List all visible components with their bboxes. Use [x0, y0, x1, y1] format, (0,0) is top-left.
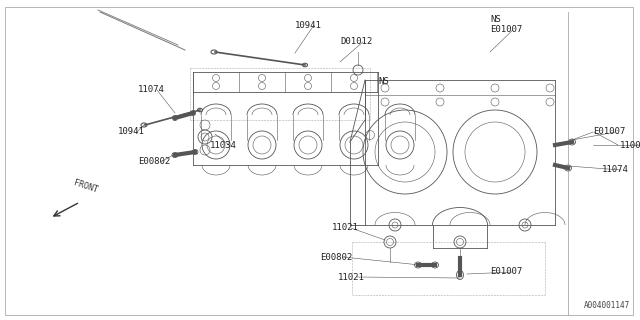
Text: 10941: 10941 — [118, 127, 145, 137]
Ellipse shape — [564, 165, 572, 171]
Text: 11034: 11034 — [210, 140, 237, 149]
Text: NS: NS — [378, 77, 388, 86]
Ellipse shape — [456, 270, 463, 279]
Text: NS: NS — [490, 15, 500, 25]
Ellipse shape — [191, 110, 195, 116]
Text: A004001147: A004001147 — [584, 301, 630, 310]
Text: E00802: E00802 — [320, 252, 352, 261]
Text: 10941: 10941 — [295, 20, 322, 29]
Text: 11074: 11074 — [602, 165, 629, 174]
Text: 11021: 11021 — [332, 223, 359, 233]
Text: E01007: E01007 — [490, 26, 522, 35]
Text: 11021: 11021 — [338, 273, 365, 282]
Text: 11008: 11008 — [620, 140, 640, 149]
Text: E01007: E01007 — [490, 268, 522, 276]
Ellipse shape — [173, 116, 177, 121]
Ellipse shape — [568, 139, 575, 145]
Ellipse shape — [431, 262, 438, 268]
Ellipse shape — [415, 262, 422, 268]
Text: 11074: 11074 — [138, 85, 165, 94]
Text: D01012: D01012 — [340, 37, 372, 46]
Text: FRONT: FRONT — [72, 179, 99, 195]
Ellipse shape — [172, 153, 178, 157]
Text: E00802: E00802 — [138, 157, 170, 166]
Text: E01007: E01007 — [593, 127, 625, 137]
Ellipse shape — [192, 149, 198, 155]
